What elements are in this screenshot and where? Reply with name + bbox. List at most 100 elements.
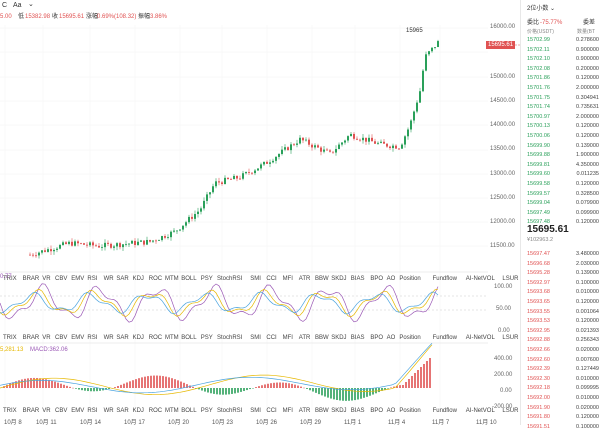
precision-select[interactable]: 2位小数 ⌄ — [527, 6, 556, 12]
indicator-tab-trix[interactable]: TRIX — [3, 335, 17, 341]
indicator-tab-bias[interactable]: BIAS — [350, 335, 365, 341]
indicator-tab-ao[interactable]: AO — [386, 335, 396, 341]
indicator-tab-mfi[interactable]: MFI — [282, 335, 293, 341]
indicator-tab-brar[interactable]: BRAR — [22, 276, 40, 282]
bid-row[interactable]: 15699.90 0.139000 — [525, 142, 600, 151]
indicator-tab-rsi[interactable]: RSI — [87, 335, 98, 341]
indicator-tab-ai-netvol[interactable]: AI-NetVOL — [465, 276, 495, 282]
indicator-tab-bias[interactable]: BIAS — [350, 276, 365, 282]
indicator-tab-bpo[interactable]: BPO — [370, 408, 384, 414]
bid-row[interactable]: 15699.04 0.079900 — [525, 199, 600, 208]
ask-row[interactable]: 15696.68 2.030000 — [525, 260, 600, 269]
indicator-tab-wr[interactable]: WR — [103, 335, 114, 341]
indicator-tab-fundflow[interactable]: Fundflow — [432, 276, 457, 282]
indicator-tab-roc[interactable]: ROC — [148, 276, 163, 282]
indicator-tab-psy[interactable]: PSY — [200, 408, 213, 414]
indicator-tab-cbv[interactable]: CBV — [55, 408, 68, 414]
ask-row[interactable]: 15692.97 0.100000 — [525, 279, 600, 288]
indicator-tab-stochrsi[interactable]: StochRSI — [217, 335, 243, 341]
indicator-tab-kdj[interactable]: KDJ — [132, 335, 144, 341]
indicator-tab-position[interactable]: Position — [399, 408, 421, 414]
indicator-tab-bias[interactable]: BIAS — [350, 408, 365, 414]
ask-row[interactable]: 15695.28 0.139000 — [525, 269, 600, 278]
indicator-tab-roc[interactable]: ROC — [148, 408, 163, 414]
indicator-tab-vr[interactable]: VR — [42, 335, 51, 341]
ask-row[interactable]: 15693.65 0.120000 — [525, 298, 600, 307]
indicator-tab-bbw[interactable]: BBW — [315, 408, 329, 414]
bid-row[interactable]: 15699.57 0.328500 — [525, 190, 600, 199]
indicator-tab-skdj[interactable]: SKDJ — [331, 276, 347, 282]
bid-row[interactable]: 15701.75 0.304941 — [525, 94, 600, 103]
ask-row[interactable]: 15692.18 0.099995 — [525, 384, 600, 393]
ask-row[interactable]: 15692.66 0.020000 — [525, 346, 600, 355]
c-button[interactable]: C — [2, 2, 8, 9]
indicator-tab-boll[interactable]: BOLL — [181, 276, 197, 282]
indicator-tab-trix[interactable]: TRIX — [3, 408, 17, 414]
bid-row[interactable]: 15697.48 0.120000 — [525, 218, 600, 227]
candlestick-chart[interactable] — [0, 0, 520, 425]
indicator-tab-boll[interactable]: BOLL — [181, 408, 197, 414]
bid-row[interactable]: 15700.97 2.000000 — [525, 113, 600, 122]
indicator-tab-bbw[interactable]: BBW — [315, 335, 329, 341]
ask-row[interactable]: 15693.53 0.120000 — [525, 317, 600, 326]
indicator-tab-cbv[interactable]: CBV — [55, 276, 68, 282]
indicator-tab-psy[interactable]: PSY — [200, 335, 213, 341]
ask-row[interactable]: 15692.00 0.010000 — [525, 394, 600, 403]
indicator-tab-wr[interactable]: WR — [103, 276, 114, 282]
indicator-tab-ao[interactable]: AO — [386, 276, 396, 282]
indicator-tab-cci[interactable]: CCI — [266, 335, 277, 341]
ask-row[interactable]: 15692.30 0.010000 — [525, 375, 600, 384]
indicator-tab-atr[interactable]: ATR — [298, 335, 311, 341]
indicator-tab-rsi[interactable]: RSI — [87, 276, 98, 282]
ask-row[interactable]: 15692.88 0.256343 — [525, 336, 600, 345]
indicator-tab-fundflow[interactable]: Fundflow — [432, 335, 457, 341]
bid-row[interactable]: 15701.76 2.000000 — [525, 84, 600, 93]
ask-row[interactable]: 15693.68 0.010000 — [525, 288, 600, 297]
bid-row[interactable]: 15702.10 0.900000 — [525, 55, 600, 64]
bid-row[interactable]: 15699.58 0.120000 — [525, 180, 600, 189]
indicator-tab-ai-netvol[interactable]: AI-NetVOL — [465, 335, 495, 341]
indicator-tab-sar[interactable]: SAR — [116, 408, 129, 414]
indicator-tab-fundflow[interactable]: Fundflow — [432, 408, 457, 414]
indicator-tab-skdj[interactable]: SKDJ — [331, 408, 347, 414]
bid-row[interactable]: 15702.99 0.278600 — [525, 36, 600, 45]
indicator-tab-mtm[interactable]: MTM — [165, 276, 179, 282]
indicator-tab-cci[interactable]: CCI — [266, 408, 277, 414]
indicator-tab-psy[interactable]: PSY — [200, 276, 213, 282]
bid-row[interactable]: 15697.49 0.099900 — [525, 209, 600, 218]
bid-row[interactable]: 15699.60 0.011235 — [525, 170, 600, 179]
bid-row[interactable]: 15702.08 0.200000 — [525, 65, 600, 74]
indicator-tab-emv[interactable]: EMV — [71, 335, 85, 341]
bid-row[interactable]: 15699.88 1.900000 — [525, 151, 600, 160]
indicator-tab-smi[interactable]: SMI — [250, 408, 261, 414]
indicator-tab-cci[interactable]: CCI — [266, 276, 277, 282]
indicator-tab-position[interactable]: Position — [399, 276, 421, 282]
bid-row[interactable]: 15700.06 0.120000 — [525, 132, 600, 141]
chevron-down-icon[interactable]: ⌄ — [28, 1, 34, 8]
indicator-tab-emv[interactable]: EMV — [71, 408, 85, 414]
indicator-tab-sar[interactable]: SAR — [116, 335, 129, 341]
indicator-tab-bpo[interactable]: BPO — [370, 335, 384, 341]
indicator-tab-cbv[interactable]: CBV — [55, 335, 68, 341]
indicator-tab-bpo[interactable]: BPO — [370, 276, 384, 282]
font-size-button[interactable]: Aa — [13, 2, 22, 9]
indicator-tab-ao[interactable]: AO — [386, 408, 396, 414]
indicator-tab-lsur[interactable]: LSUR — [502, 335, 519, 341]
indicator-tab-stochrsi[interactable]: StochRSI — [217, 408, 243, 414]
bid-row[interactable]: 15699.81 4.350000 — [525, 161, 600, 170]
indicator-tab-rsi[interactable]: RSI — [87, 408, 98, 414]
indicator-tab-ai-netvol[interactable]: AI-NetVOL — [465, 408, 495, 414]
indicator-tab-brar[interactable]: BRAR — [22, 408, 40, 414]
ask-row[interactable]: 15691.80 0.120000 — [525, 413, 600, 422]
bid-row[interactable]: 15701.74 0.735631 — [525, 103, 600, 112]
indicator-tab-mfi[interactable]: MFI — [282, 408, 293, 414]
indicator-tab-skdj[interactable]: SKDJ — [331, 335, 347, 341]
indicator-tab-atr[interactable]: ATR — [298, 276, 311, 282]
indicator-tab-stochrsi[interactable]: StochRSI — [217, 276, 243, 282]
ask-row[interactable]: 15692.60 0.007600 — [525, 356, 600, 365]
indicator-tab-kdj[interactable]: KDJ — [132, 276, 144, 282]
bid-row[interactable]: 15701.86 0.120000 — [525, 74, 600, 83]
indicator-tab-brar[interactable]: BRAR — [22, 335, 40, 341]
ask-row[interactable]: 15697.47 3.480000 — [525, 250, 600, 259]
ask-row[interactable]: 15691.51 0.100000 — [525, 423, 600, 432]
